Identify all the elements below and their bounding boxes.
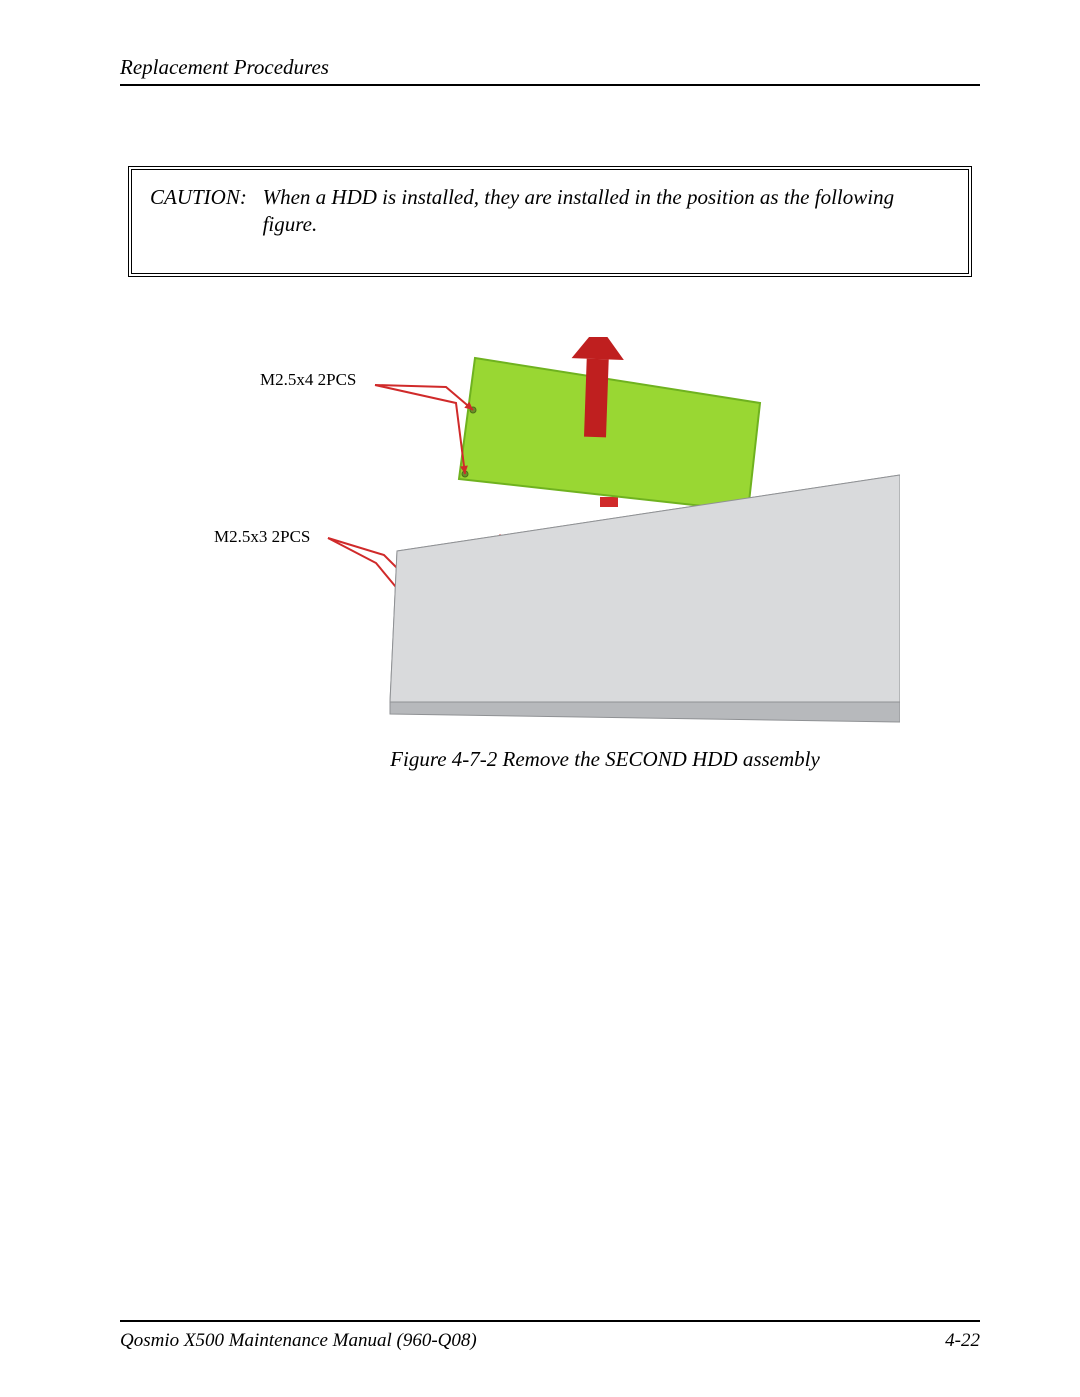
page-footer: Qosmio X500 Maintenance Manual (960-Q08)… (120, 1320, 980, 1352)
footer-right: 4-22 (945, 1330, 980, 1352)
figure-caption: Figure 4-7-2 Remove the SECOND HDD assem… (200, 747, 900, 772)
caution-box: CAUTION: When a HDD is installed, they a… (128, 166, 972, 277)
label-screws-bottom: M2.5x3 2PCS (214, 527, 310, 546)
figure: PULL TABM2.5x4 2PCSM2.5x3 2PCS Figure 4-… (200, 337, 900, 772)
footer-left: Qosmio X500 Maintenance Manual (960-Q08) (120, 1330, 477, 1352)
diagram-svg: PULL TABM2.5x4 2PCSM2.5x3 2PCS (200, 337, 900, 737)
page-header: Replacement Procedures (120, 55, 980, 86)
caution-body: When a HDD is installed, they are instal… (263, 184, 950, 239)
caution-label: CAUTION: (150, 184, 263, 239)
label-screws-top: M2.5x4 2PCS (260, 370, 356, 389)
